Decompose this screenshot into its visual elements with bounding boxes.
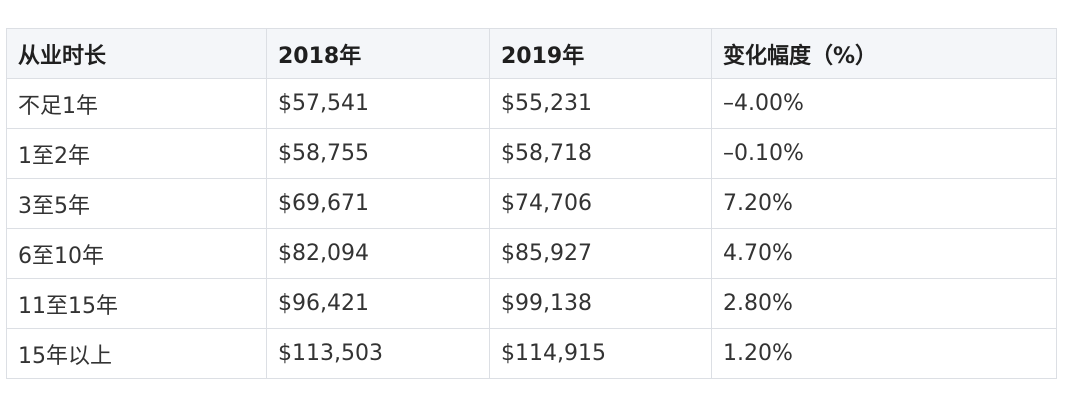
column-header-2019: 2019年 bbox=[489, 28, 712, 79]
cell-2018: $57,541 bbox=[266, 78, 490, 129]
table-row: 15年以上 $113,503 $114,915 1.20% bbox=[6, 328, 1057, 379]
cell-2019: $114,915 bbox=[489, 328, 712, 379]
column-header-2018: 2018年 bbox=[266, 28, 490, 79]
salary-table: 从业时长 2018年 2019年 变化幅度（%） 不足1年 $57,541 $5… bbox=[6, 28, 1057, 379]
column-header-change: 变化幅度（%） bbox=[711, 28, 1057, 79]
table-row: 不足1年 $57,541 $55,231 –4.00% bbox=[6, 78, 1057, 129]
cell-experience: 6至10年 bbox=[6, 228, 267, 279]
table-container: 从业时长 2018年 2019年 变化幅度（%） 不足1年 $57,541 $5… bbox=[6, 28, 1057, 379]
cell-experience: 3至5年 bbox=[6, 178, 267, 229]
table-row: 6至10年 $82,094 $85,927 4.70% bbox=[6, 228, 1057, 279]
table-header-row: 从业时长 2018年 2019年 变化幅度（%） bbox=[6, 28, 1057, 79]
cell-2018: $69,671 bbox=[266, 178, 490, 229]
cell-2018: $82,094 bbox=[266, 228, 490, 279]
cell-2019: $58,718 bbox=[489, 128, 712, 179]
cell-2019: $85,927 bbox=[489, 228, 712, 279]
cell-change: 7.20% bbox=[711, 178, 1057, 229]
table-row: 1至2年 $58,755 $58,718 –0.10% bbox=[6, 128, 1057, 179]
cell-experience: 11至15年 bbox=[6, 278, 267, 329]
cell-2018: $113,503 bbox=[266, 328, 490, 379]
cell-change: 2.80% bbox=[711, 278, 1057, 329]
cell-experience: 1至2年 bbox=[6, 128, 267, 179]
cell-change: 1.20% bbox=[711, 328, 1057, 379]
cell-2019: $55,231 bbox=[489, 78, 712, 129]
cell-experience: 15年以上 bbox=[6, 328, 267, 379]
cell-change: –0.10% bbox=[711, 128, 1057, 179]
cell-2019: $74,706 bbox=[489, 178, 712, 229]
cell-2018: $96,421 bbox=[266, 278, 490, 329]
table-row: 3至5年 $69,671 $74,706 7.20% bbox=[6, 178, 1057, 229]
table-row: 11至15年 $96,421 $99,138 2.80% bbox=[6, 278, 1057, 329]
cell-2019: $99,138 bbox=[489, 278, 712, 329]
cell-2018: $58,755 bbox=[266, 128, 490, 179]
cell-change: 4.70% bbox=[711, 228, 1057, 279]
cell-change: –4.00% bbox=[711, 78, 1057, 129]
column-header-experience: 从业时长 bbox=[6, 28, 267, 79]
cell-experience: 不足1年 bbox=[6, 78, 267, 129]
